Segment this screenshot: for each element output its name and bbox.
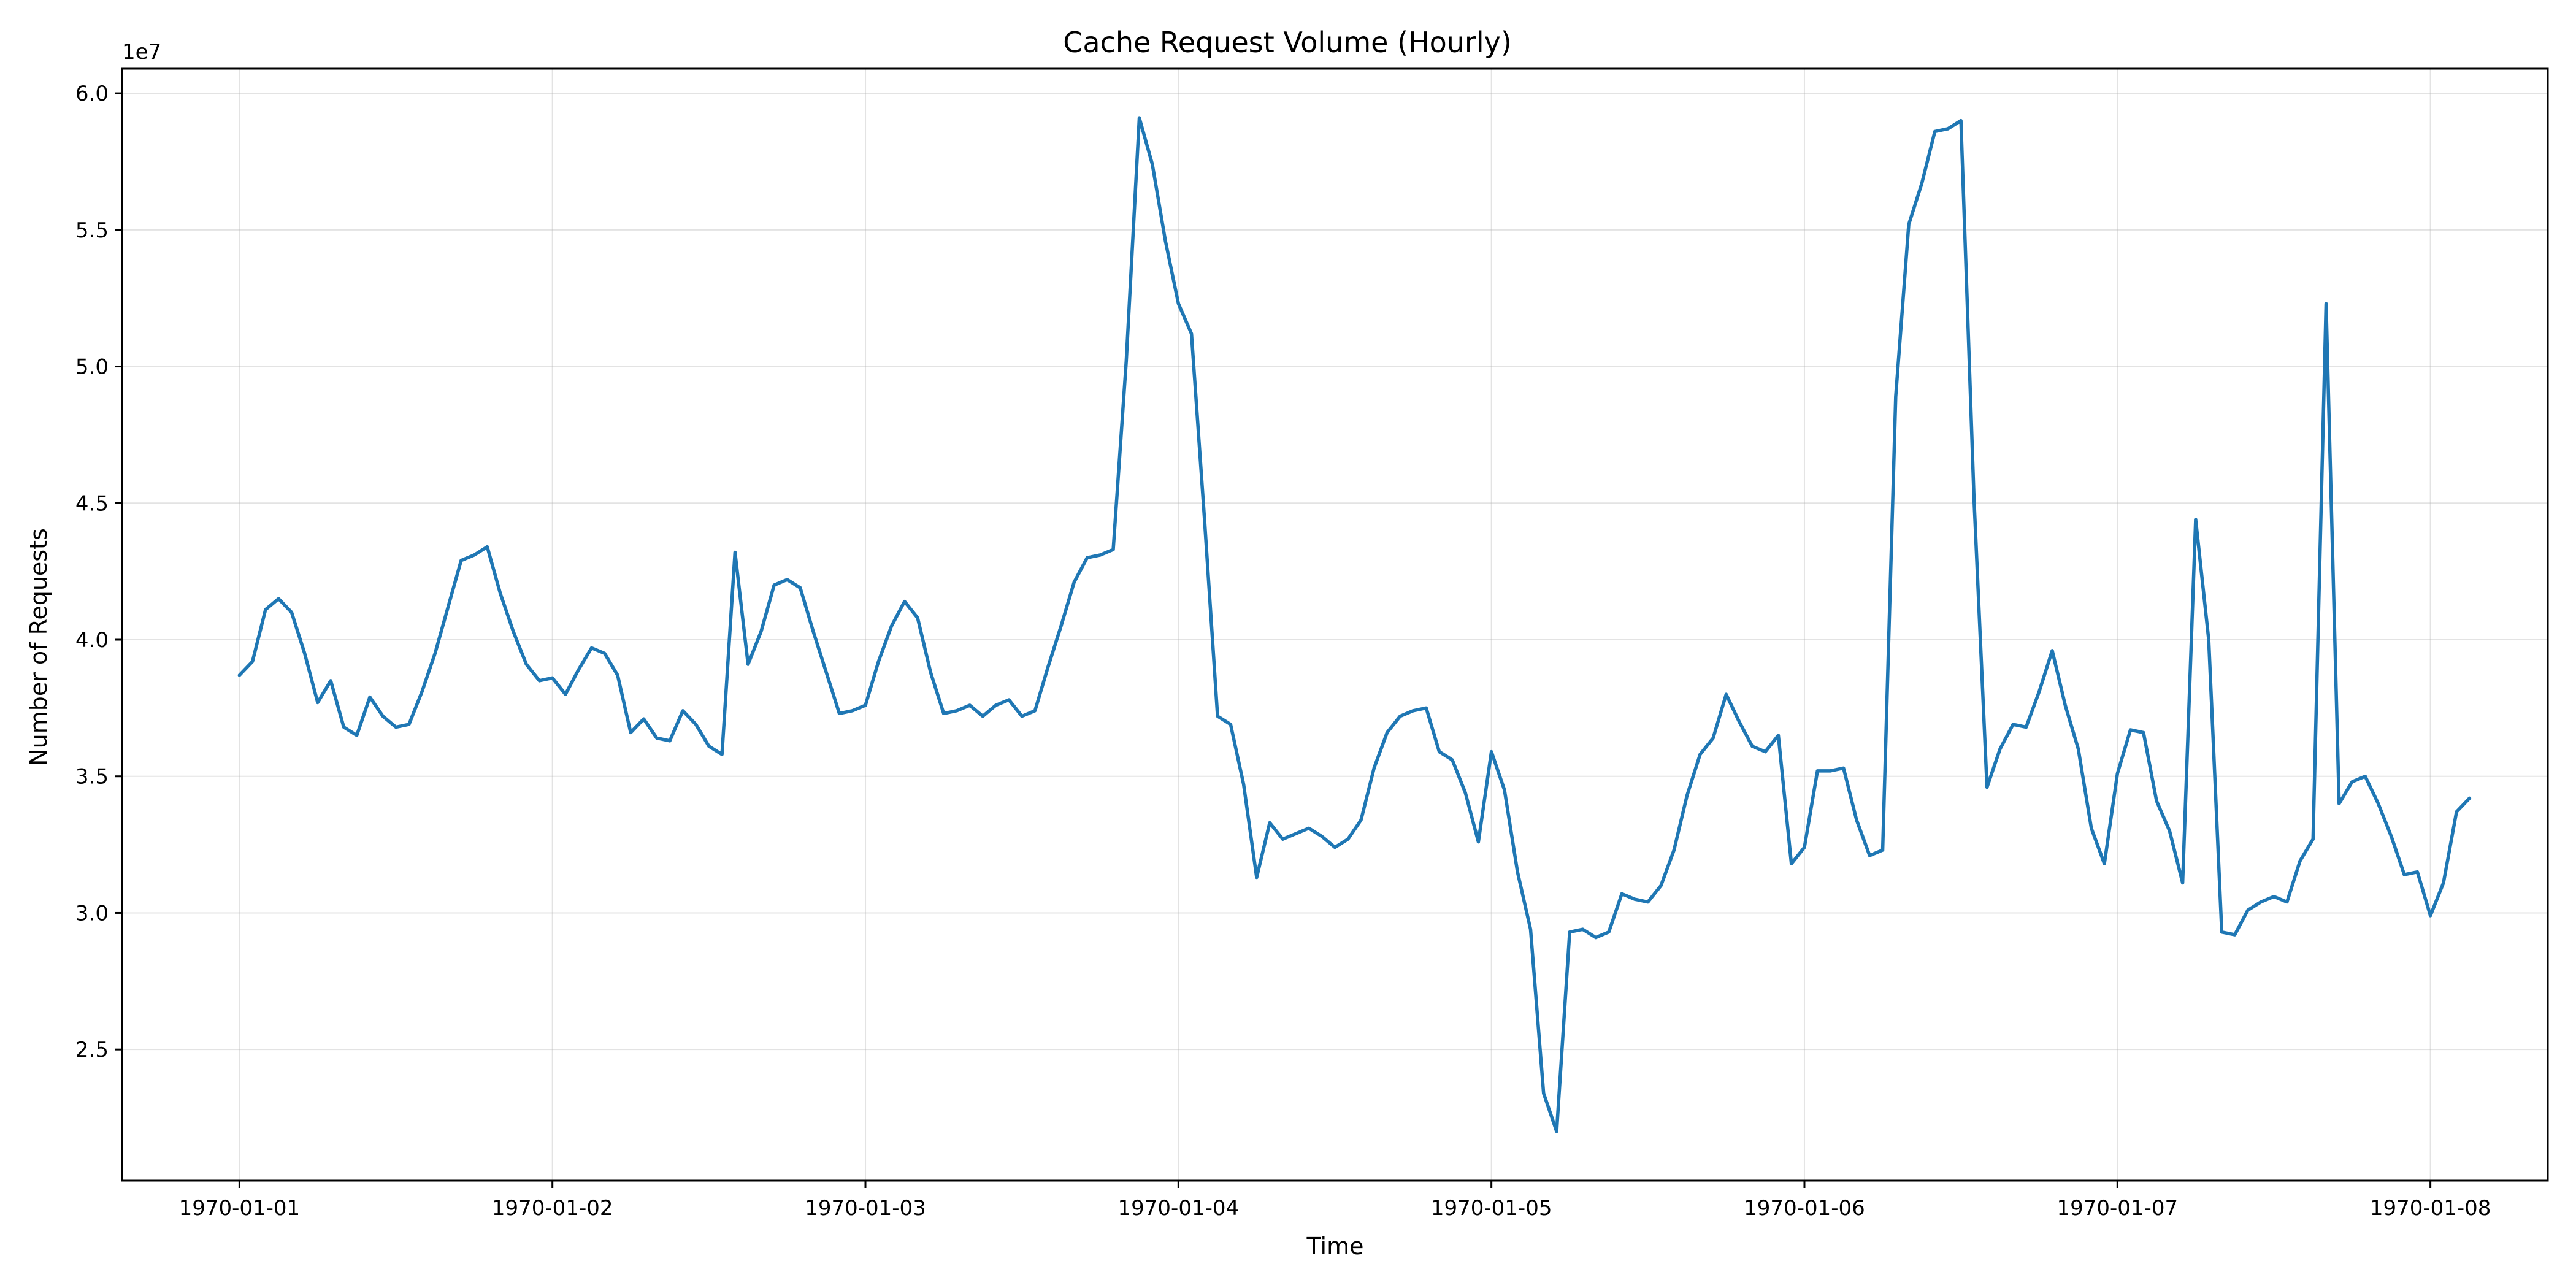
y-tick-label: 5.5 bbox=[75, 218, 109, 243]
x-axis-label: Time bbox=[1306, 1233, 1364, 1260]
x-tick-label: 1970-01-08 bbox=[2370, 1196, 2491, 1221]
y-axis-label: Number of Requests bbox=[25, 528, 52, 766]
y-axis-offset-label: 1e7 bbox=[122, 40, 161, 64]
x-tick-label: 1970-01-05 bbox=[1431, 1196, 1552, 1221]
series-line bbox=[237, 116, 2472, 1133]
chart-title: Cache Request Volume (Hourly) bbox=[1063, 26, 1512, 59]
x-tick-label: 1970-01-01 bbox=[179, 1196, 301, 1221]
y-tick-label: 4.5 bbox=[75, 491, 109, 516]
axes: 1970-01-01 1970-01-02 1970-01-03 1970-01-04… bbox=[75, 67, 2549, 1221]
y-tick-label: 2.5 bbox=[75, 1038, 109, 1062]
gridlines bbox=[122, 69, 2548, 1181]
x-tick-label: 1970-01-03 bbox=[805, 1196, 926, 1221]
y-tick-label: 4.0 bbox=[75, 628, 109, 653]
y-tick-label: 3.5 bbox=[75, 765, 109, 789]
x-tick-label: 1970-01-04 bbox=[1118, 1196, 1240, 1221]
x-tick-label: 1970-01-07 bbox=[2057, 1196, 2179, 1221]
plot-frame bbox=[121, 67, 2549, 1182]
x-tick-label: 1970-01-02 bbox=[492, 1196, 613, 1221]
data-series bbox=[237, 116, 2472, 1133]
x-tick-label: 1970-01-06 bbox=[1744, 1196, 1865, 1221]
y-tick-label: 6.0 bbox=[75, 82, 109, 106]
y-tick-label: 3.0 bbox=[75, 901, 109, 926]
y-tick-label: 5.0 bbox=[75, 355, 109, 380]
